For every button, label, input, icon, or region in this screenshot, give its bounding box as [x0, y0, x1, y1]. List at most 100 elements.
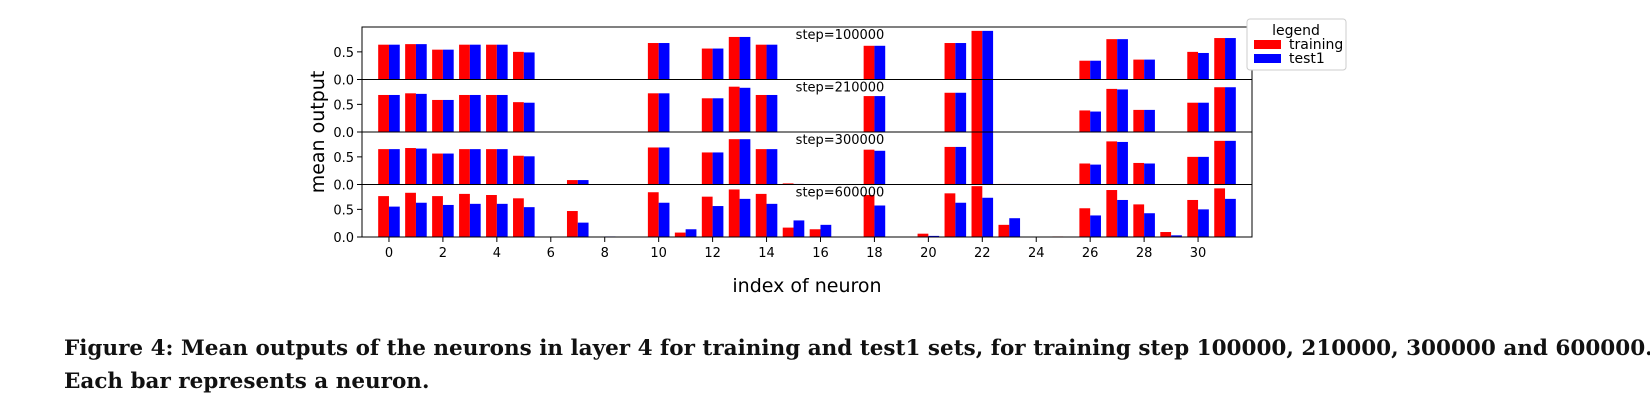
- bar-training: [755, 94, 767, 132]
- bar-training: [432, 196, 443, 237]
- chart-panel: step=300000 0.0 0.5: [333, 131, 1253, 194]
- bar-training: [782, 227, 794, 237]
- bar-test1: [1144, 109, 1155, 132]
- bar-test1: [496, 149, 508, 185]
- x-axis: 0 2 4 6 8 10 12 14 16 18 20 22 24 26 28 30: [385, 237, 1207, 261]
- bar-test1: [955, 146, 967, 185]
- bar-training: [1106, 39, 1118, 80]
- bar-training: [701, 48, 713, 80]
- bar-test1: [523, 207, 535, 237]
- bar-test1: [739, 87, 751, 132]
- bar-training: [971, 186, 983, 237]
- bar-test1: [1009, 218, 1021, 237]
- bar-test1: [496, 44, 508, 80]
- bar-test1: [388, 44, 400, 80]
- x-tick-label: 16: [812, 246, 829, 261]
- bar-training: [1214, 188, 1226, 237]
- y-tick-label: 0.0: [333, 126, 354, 141]
- bar-test1: [469, 203, 481, 237]
- bar-test1: [712, 98, 724, 132]
- bar-training: [405, 44, 416, 80]
- x-tick-label: 4: [493, 246, 501, 261]
- bar-test1: [955, 202, 967, 237]
- bar-training: [728, 86, 740, 132]
- bar-test1: [1198, 52, 1209, 80]
- bar-training: [971, 79, 983, 132]
- bar-training: [782, 183, 794, 185]
- bar-test1: [928, 235, 940, 237]
- bar-training: [944, 193, 956, 237]
- bar-training: [378, 44, 389, 80]
- bar-training: [755, 149, 767, 185]
- bar-test1: [388, 206, 400, 237]
- bar-training: [971, 132, 983, 185]
- bar-training: [944, 92, 956, 132]
- bar-training: [917, 233, 929, 237]
- chart-panel: step=600000 0.0 0.5: [333, 184, 1253, 246]
- bar-training: [513, 51, 524, 80]
- bar-training: [1079, 163, 1091, 185]
- bar-test1: [1144, 213, 1155, 237]
- bar-training: [863, 195, 875, 237]
- bar-test1: [523, 102, 535, 132]
- bar-training: [1187, 51, 1199, 80]
- bar-test1: [658, 43, 670, 80]
- bar-test1: [793, 220, 805, 237]
- x-axis-label: index of neuron: [732, 275, 881, 297]
- bar-training: [1079, 110, 1091, 132]
- bar-training: [1187, 156, 1199, 185]
- bar-test1: [388, 94, 400, 132]
- y-tick-label: 0.0: [333, 231, 354, 246]
- bar-test1: [496, 203, 508, 237]
- bar-training: [513, 155, 524, 185]
- bar-training: [1214, 140, 1226, 185]
- bar-training: [1214, 87, 1226, 132]
- bar-test1: [523, 52, 535, 80]
- x-tick-label: 30: [1190, 246, 1207, 261]
- bar-test1: [1117, 199, 1128, 237]
- bar-test1: [415, 44, 427, 80]
- bar-test1: [1225, 87, 1236, 132]
- bar-training: [728, 36, 740, 80]
- bar-test1: [1198, 156, 1209, 185]
- bar-test1: [442, 49, 454, 80]
- bar-training: [405, 93, 416, 132]
- bar-training: [405, 148, 416, 185]
- bar-test1: [442, 204, 454, 237]
- y-tick-label: 0.5: [333, 203, 354, 218]
- figure-caption: Figure 4: Mean outputs of the neurons in…: [64, 332, 1650, 398]
- bar-training: [459, 149, 470, 185]
- bar-training: [566, 180, 578, 185]
- bar-test1: [766, 94, 778, 132]
- bar-training: [432, 49, 443, 80]
- x-tick-label: 22: [974, 246, 991, 261]
- bar-test1: [874, 45, 886, 80]
- bar-test1: [820, 224, 832, 237]
- bar-test1: [1144, 59, 1155, 80]
- panel-title: step=300000: [796, 133, 885, 148]
- bar-training: [944, 43, 956, 80]
- bar-training: [647, 93, 659, 132]
- bar-test1: [1117, 89, 1128, 132]
- bar-training: [486, 94, 497, 132]
- bar-training: [1133, 109, 1145, 132]
- bar-test1: [982, 197, 994, 237]
- bar-training: [998, 224, 1010, 237]
- bar-test1: [415, 148, 427, 185]
- legend-title: legend: [1272, 23, 1320, 39]
- bar-test1: [1090, 60, 1101, 80]
- bar-training: [728, 139, 740, 185]
- x-tick-label: 0: [385, 246, 393, 261]
- bar-training: [674, 232, 686, 237]
- bar-test1: [874, 150, 886, 185]
- bar-test1: [982, 79, 994, 132]
- bar-training: [728, 189, 740, 237]
- bar-test1: [415, 202, 427, 237]
- bar-chart-figure: step=1000000.00.5step=2100000.00.5step=3…: [307, 18, 1347, 297]
- bar-training: [405, 192, 416, 237]
- bar-test1: [1090, 164, 1101, 185]
- y-tick-label: 0.5: [333, 98, 354, 113]
- y-tick-label: 0.5: [333, 151, 354, 166]
- bar-training: [971, 30, 983, 80]
- bar-test1: [1117, 39, 1128, 80]
